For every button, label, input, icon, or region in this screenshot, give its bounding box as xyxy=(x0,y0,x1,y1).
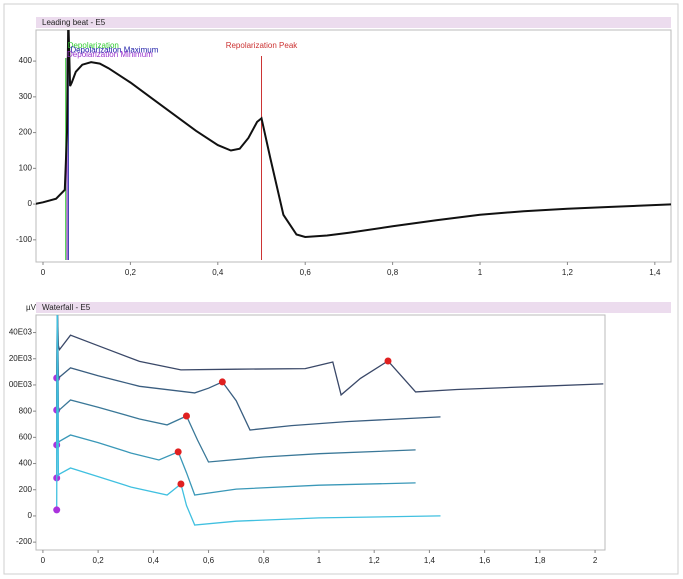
trace xyxy=(55,315,604,397)
peak-point xyxy=(174,448,182,456)
start-point xyxy=(53,506,61,514)
y-tick-label: 400 xyxy=(19,56,33,65)
peak-point xyxy=(182,412,190,420)
y-tick-label: -200 xyxy=(16,537,33,546)
x-tick-label: 2 xyxy=(593,556,598,565)
y-tick-label: 600 xyxy=(19,432,33,441)
x-tick-label: 1,2 xyxy=(562,268,574,277)
marker-label: Repolarization Peak xyxy=(226,41,299,50)
y-tick-label: 300 xyxy=(19,92,33,101)
peak-point xyxy=(384,357,392,365)
x-tick-label: 0,4 xyxy=(148,556,160,565)
x-tick-label: 0,2 xyxy=(93,556,105,565)
chart-title: Leading beat - E5 xyxy=(42,18,106,27)
x-tick-label: 1 xyxy=(317,556,322,565)
y-tick-label: 0 xyxy=(28,199,33,208)
plot-area xyxy=(35,314,606,551)
x-tick-label: 0,4 xyxy=(212,268,224,277)
chart-title: Waterfall - E5 xyxy=(42,303,91,312)
y-tick-label: 40E03 xyxy=(9,328,33,337)
y-tick-label: 200 xyxy=(19,485,33,494)
x-tick-label: 0,6 xyxy=(203,556,215,565)
x-tick-label: 0 xyxy=(41,556,46,565)
y-tick-label: 200 xyxy=(19,128,33,137)
x-tick-label: 1,4 xyxy=(424,556,436,565)
x-tick-label: 0,2 xyxy=(125,268,137,277)
peak-point xyxy=(218,378,226,386)
x-tick-label: 1,6 xyxy=(479,556,491,565)
y-tick-label: 00E03 xyxy=(9,380,33,389)
y-tick-label: 800 xyxy=(19,406,33,415)
x-tick-label: 1,8 xyxy=(534,556,546,565)
y-axis-label: µV xyxy=(26,303,37,312)
marker-label: Depolarization Minimum xyxy=(67,50,153,59)
y-tick-label: 20E03 xyxy=(9,354,33,363)
y-tick-label: 0 xyxy=(28,511,33,520)
marker-label: Depolarization xyxy=(68,41,119,50)
x-tick-label: 0,6 xyxy=(300,268,312,277)
marker-label: Depolarization Maximum xyxy=(70,46,158,55)
y-tick-label: -100 xyxy=(16,235,33,244)
x-tick-label: 1 xyxy=(478,268,483,277)
plot-area xyxy=(35,29,672,263)
y-tick-label: 100 xyxy=(19,163,33,172)
x-tick-label: 1,4 xyxy=(649,268,661,277)
title-bar xyxy=(36,17,671,28)
trace xyxy=(55,315,441,526)
x-tick-label: 1,2 xyxy=(369,556,381,565)
trace xyxy=(36,30,671,239)
x-tick-label: 0 xyxy=(41,268,46,277)
plot-layer xyxy=(36,30,671,260)
y-tick-label: 400 xyxy=(19,459,33,468)
plot-layer xyxy=(53,315,604,526)
x-tick-label: 0,8 xyxy=(258,556,270,565)
x-tick-label: 0,8 xyxy=(387,268,399,277)
peak-point xyxy=(177,480,185,488)
title-bar xyxy=(36,302,671,313)
